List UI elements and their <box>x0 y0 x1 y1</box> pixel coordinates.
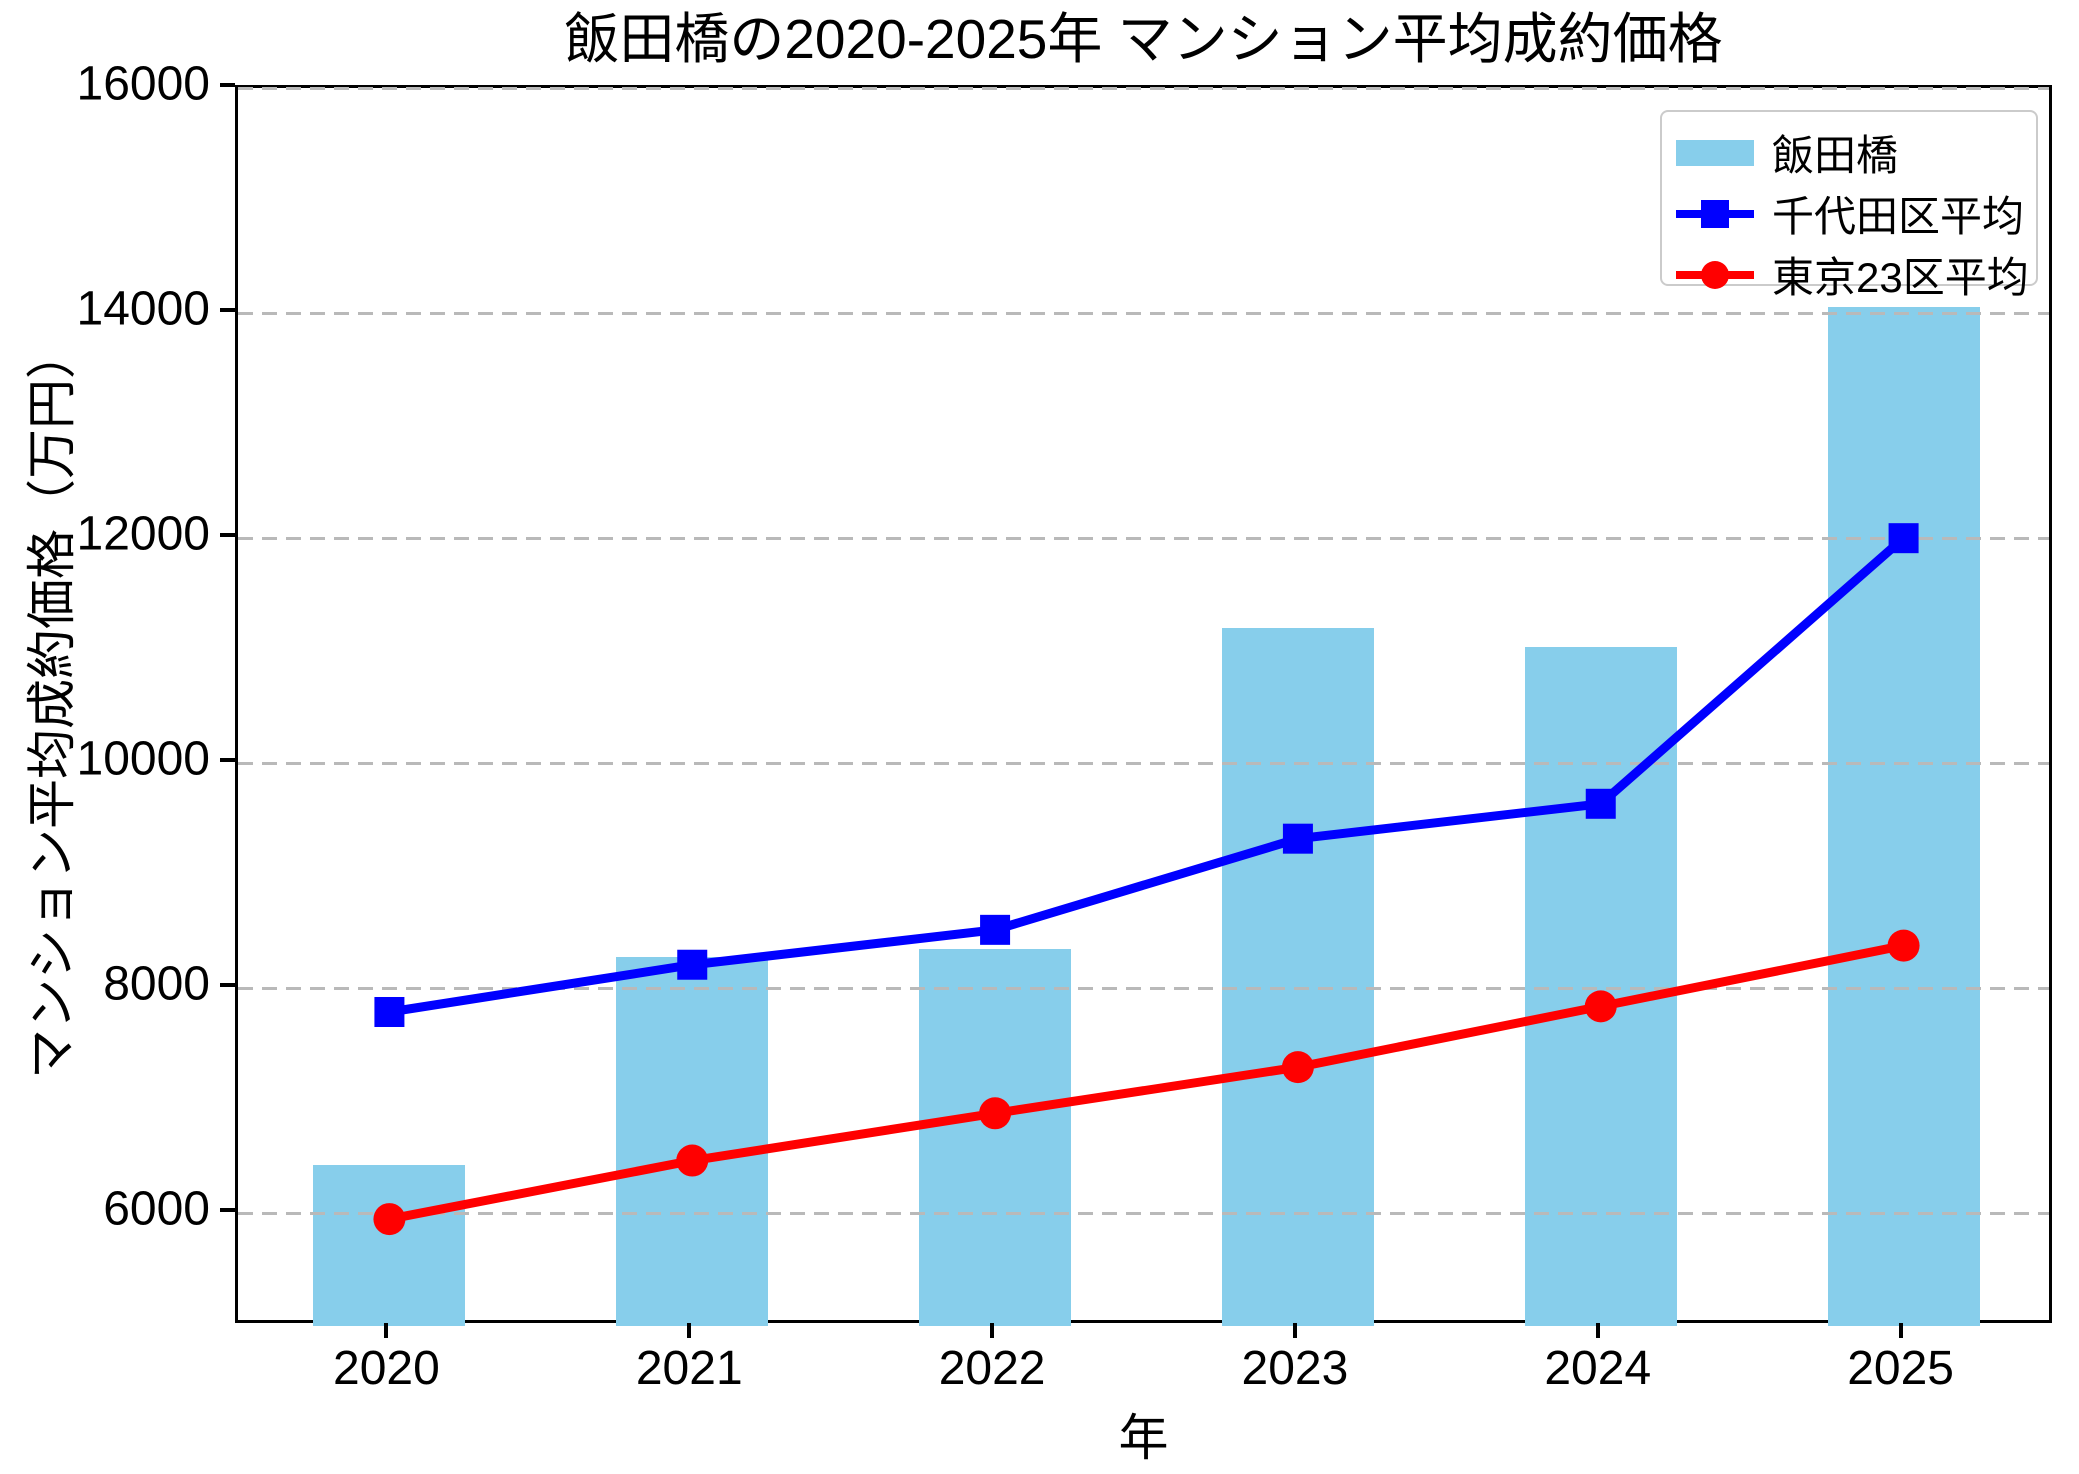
x-tick-label: 2020 <box>333 1342 440 1395</box>
y-tick-mark <box>220 83 235 87</box>
y-tick-label: 8000 <box>103 957 210 1011</box>
circle-marker-2021 <box>676 1144 709 1177</box>
y-tick-label: 10000 <box>76 732 210 786</box>
square-marker-2020 <box>374 996 405 1027</box>
y-tick-label: 14000 <box>76 282 210 336</box>
bar-2023 <box>1221 628 1374 1326</box>
x-tick-mark <box>687 1323 692 1338</box>
legend-square-line-swatch <box>1676 198 1754 230</box>
x-axis-label: 年 <box>1118 1410 1169 1466</box>
line-東京23区平均 <box>388 941 1905 1224</box>
y-tick-label: 6000 <box>103 1182 210 1236</box>
y-tick-mark <box>220 983 235 988</box>
circle-marker-2025 <box>1887 929 1920 962</box>
x-tick-label: 2022 <box>938 1342 1046 1395</box>
bar-2022 <box>919 948 1072 1326</box>
x-tick-label: 2023 <box>1241 1342 1349 1395</box>
square-marker-2021 <box>677 949 708 980</box>
chart-title: 飯田橋の2020-2025年 マンション平均成約価格 <box>564 8 1723 70</box>
x-tick-label: 2024 <box>1544 1342 1652 1395</box>
y-tick-mark <box>220 758 235 763</box>
legend-bar-swatch <box>1676 137 1754 169</box>
line-千代田区平均 <box>388 534 1907 1017</box>
legend-item: 東京23区平均 <box>1676 244 2029 305</box>
x-tick-label: 2025 <box>1847 1342 1954 1395</box>
x-tick-label: 2021 <box>635 1342 743 1395</box>
legend-item: 千代田区平均 <box>1676 183 2025 244</box>
line-series-layer <box>373 523 1920 1236</box>
legend-label: 東京23区平均 <box>1772 254 2029 301</box>
gridline-16000 <box>238 86 2049 90</box>
square-marker-2024 <box>1585 788 1616 819</box>
bar-2025 <box>1827 307 1980 1326</box>
y-tick-mark <box>220 533 235 538</box>
gridline-10000 <box>238 761 2049 765</box>
x-tick-mark <box>1898 1323 1903 1338</box>
square-marker-2023 <box>1282 823 1313 854</box>
gridline-14000 <box>238 311 2049 315</box>
legend-label: 飯田橋 <box>1772 132 1899 179</box>
x-tick-mark <box>990 1323 995 1338</box>
x-tick-mark <box>1292 1323 1297 1338</box>
square-marker-2025 <box>1888 523 1919 554</box>
circle-marker-2022 <box>979 1097 1012 1130</box>
y-tick-mark <box>220 1208 235 1213</box>
legend: 飯田橋千代田区平均 東京23区平均 <box>1660 110 2038 301</box>
bar-2020 <box>313 1165 466 1326</box>
y-tick-mark <box>220 308 235 313</box>
circle-marker-2020 <box>373 1203 406 1236</box>
gridline-8000 <box>238 986 2049 990</box>
legend-circle-line-swatch <box>1676 259 1754 291</box>
bar-2021 <box>616 956 769 1326</box>
circle-marker-2023 <box>1281 1051 1314 1084</box>
square-marker-2022 <box>980 914 1011 945</box>
gridline-12000 <box>238 536 2049 540</box>
legend-item: 飯田橋 <box>1676 122 2022 183</box>
x-tick-mark <box>384 1323 389 1338</box>
gridline-6000 <box>238 1211 2049 1215</box>
y-tick-label: 12000 <box>76 507 210 561</box>
legend-label: 千代田区平均 <box>1772 193 2025 240</box>
x-tick-mark <box>1595 1323 1600 1338</box>
y-tick-label: 16000 <box>76 57 210 111</box>
circle-marker-2024 <box>1584 990 1617 1023</box>
plot-area <box>235 85 2052 1326</box>
